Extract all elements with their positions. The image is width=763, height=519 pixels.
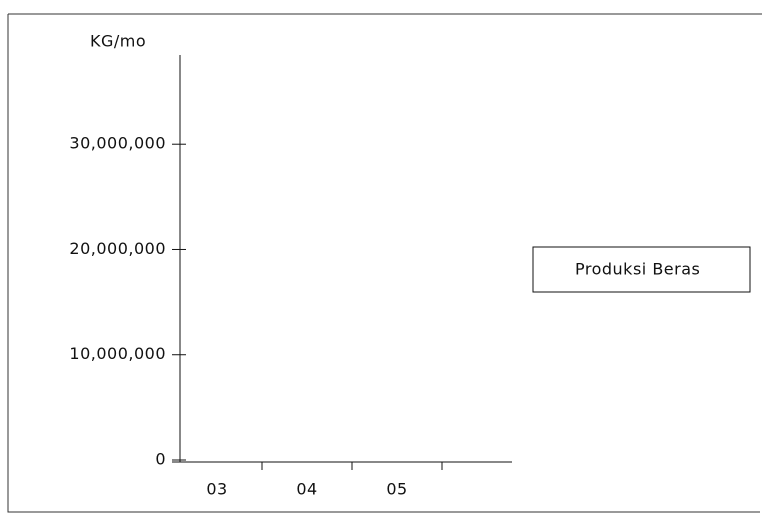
y-tick-label: 30,000,000	[69, 134, 166, 153]
x-tick-label: 04	[296, 480, 317, 499]
y-tick-label: 10,000,000	[69, 344, 166, 363]
y-tick-label: 20,000,000	[69, 239, 166, 258]
y-axis-label: KG/mo	[90, 32, 146, 51]
y-tick-label: 0	[155, 450, 166, 469]
legend-box	[532, 246, 751, 293]
x-tick-label: 05	[386, 480, 407, 499]
legend-label: Produksi Beras	[575, 260, 700, 279]
x-tick-label: 03	[206, 480, 227, 499]
frame	[7, 13, 762, 513]
